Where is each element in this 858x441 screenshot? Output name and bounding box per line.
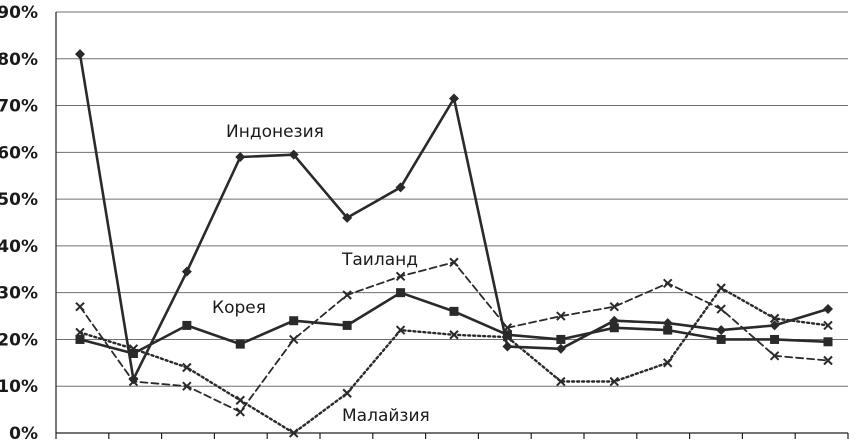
gridlines	[56, 11, 848, 434]
y-tick-label: 90%	[0, 3, 38, 23]
data-point	[502, 332, 513, 342]
data-point	[663, 278, 673, 289]
series-label: Корея	[212, 298, 266, 318]
series-label: Индонезия	[226, 122, 324, 142]
data-point	[716, 283, 726, 293]
data-point	[823, 320, 833, 331]
y-tick-label: 70%	[0, 97, 38, 117]
y-tick-label: 20%	[0, 330, 38, 350]
data-point	[449, 330, 459, 340]
data-point	[342, 388, 352, 398]
data-point	[395, 325, 406, 335]
data-point	[182, 320, 192, 330]
data-point	[769, 313, 780, 324]
data-point	[716, 325, 727, 336]
series-line	[79, 261, 829, 413]
series-label: Малайзия	[342, 406, 430, 426]
data-point	[395, 271, 406, 282]
data-point	[342, 290, 352, 300]
data-point	[289, 316, 299, 326]
axes	[55, 12, 849, 439]
data-point	[235, 407, 245, 417]
data-point	[609, 301, 619, 312]
y-tick-label: 10%	[0, 377, 38, 397]
data-point	[342, 320, 352, 330]
data-point	[449, 306, 459, 316]
data-point	[128, 374, 139, 385]
data-point	[395, 182, 406, 193]
data-point	[556, 311, 566, 321]
data-point	[342, 212, 353, 223]
y-tick-label: 50%	[0, 190, 38, 210]
data-point	[288, 149, 299, 160]
data-point	[663, 325, 673, 335]
data-point	[823, 337, 833, 347]
data-point	[182, 362, 192, 373]
series-markers	[75, 49, 833, 438]
data-point	[289, 428, 299, 438]
data-point	[556, 334, 566, 344]
data-point	[235, 152, 246, 163]
data-point	[716, 304, 726, 314]
data-point	[555, 343, 566, 354]
data-point	[769, 351, 780, 361]
data-point	[502, 330, 512, 340]
data-point	[235, 339, 245, 349]
data-point	[609, 315, 620, 326]
data-point	[502, 323, 513, 333]
y-tick-label: 30%	[0, 284, 38, 304]
data-point	[502, 341, 513, 352]
data-point	[235, 395, 245, 405]
y-tick-labels: 0% 10% 20% 30% 40% 50% 60% 70% 80% 90%	[0, 3, 38, 441]
data-point	[663, 358, 673, 368]
data-point	[128, 348, 138, 358]
data-point	[716, 334, 726, 344]
y-tick-label: 40%	[0, 237, 38, 257]
data-point	[609, 376, 619, 387]
data-point	[181, 266, 192, 277]
series-labels: Индонезия Таиланд Корея Малайзия	[212, 122, 430, 426]
data-point	[75, 49, 85, 60]
data-point	[449, 257, 459, 267]
series-lines	[78, 52, 830, 435]
data-point	[609, 323, 619, 333]
y-tick-label: 0%	[9, 424, 38, 441]
data-point	[75, 327, 85, 338]
y-tick-label: 60%	[0, 143, 38, 163]
data-point	[823, 304, 833, 315]
data-point	[770, 334, 780, 344]
data-point	[75, 334, 85, 344]
data-point	[182, 381, 192, 391]
data-point	[769, 320, 780, 331]
data-point	[662, 318, 673, 329]
data-point	[128, 344, 139, 354]
data-point	[289, 334, 299, 345]
y-tick-label: 80%	[0, 50, 38, 70]
series-label: Таиланд	[341, 250, 418, 270]
series-line	[78, 291, 830, 355]
data-point	[449, 93, 459, 104]
data-point	[396, 288, 406, 298]
data-point	[75, 301, 85, 312]
data-point	[128, 376, 139, 387]
data-point	[556, 376, 566, 387]
data-point	[823, 355, 833, 366]
